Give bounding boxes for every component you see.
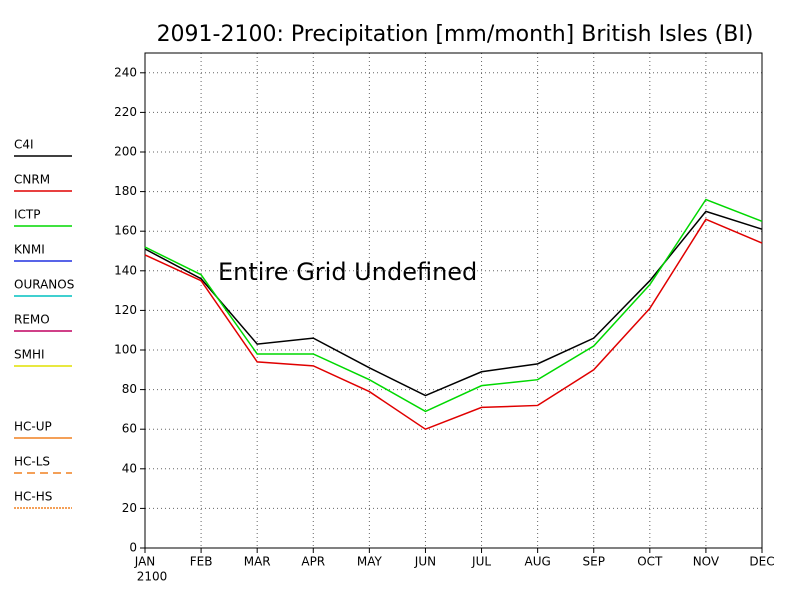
x-tick-label: OCT [637,555,663,569]
plot-frame [144,52,763,549]
legend-label: HC-LS [14,455,50,469]
legend-label: HC-UP [14,420,52,434]
y-tick-label: 120 [114,303,137,317]
y-tick-label: 160 [114,224,137,238]
y-tick-label: 180 [114,184,137,198]
x-sublabel: 2100 [137,570,168,584]
x-tick-label: DEC [749,555,774,569]
y-tick-label: 220 [114,105,137,119]
series-line [144,218,763,431]
legend-label: KNMI [14,243,45,257]
x-tick-label: MAY [357,555,383,569]
legend-label: ICTP [14,208,40,222]
x-tick-label: NOV [693,555,720,569]
x-tick-label: JUN [414,555,436,569]
x-tick-label: AUG [524,555,550,569]
x-tick-label: SEP [583,555,605,569]
series-line [144,198,763,413]
y-tick-label: 20 [122,501,137,515]
y-tick-label: 100 [114,343,137,357]
legend-label: C4I [14,138,34,152]
x-tick-label: FEB [190,555,213,569]
legend-label: CNRM [14,173,50,187]
x-tick-label: JAN [134,555,156,569]
y-tick-label: 80 [122,382,137,396]
y-tick-label: 140 [114,263,137,277]
legend-label: SMHI [14,348,45,362]
y-tick-label: 200 [114,145,137,159]
y-tick-label: 40 [122,461,137,475]
legend-label: REMO [14,313,50,327]
y-tick-label: 60 [122,422,137,436]
y-tick-label: 240 [114,65,137,79]
y-tick-label: 0 [129,541,137,555]
series-line [144,210,763,397]
x-tick-label: MAR [244,555,271,569]
chart-title: 2091-2100: Precipitation [mm/month] Brit… [157,22,754,47]
legend-label: OURANOS [14,278,74,292]
annotation: Entire Grid Undefined [218,258,477,286]
x-tick-label: APR [301,555,325,569]
x-tick-label: JUL [471,555,491,569]
legend-label: HC-HS [14,490,52,504]
